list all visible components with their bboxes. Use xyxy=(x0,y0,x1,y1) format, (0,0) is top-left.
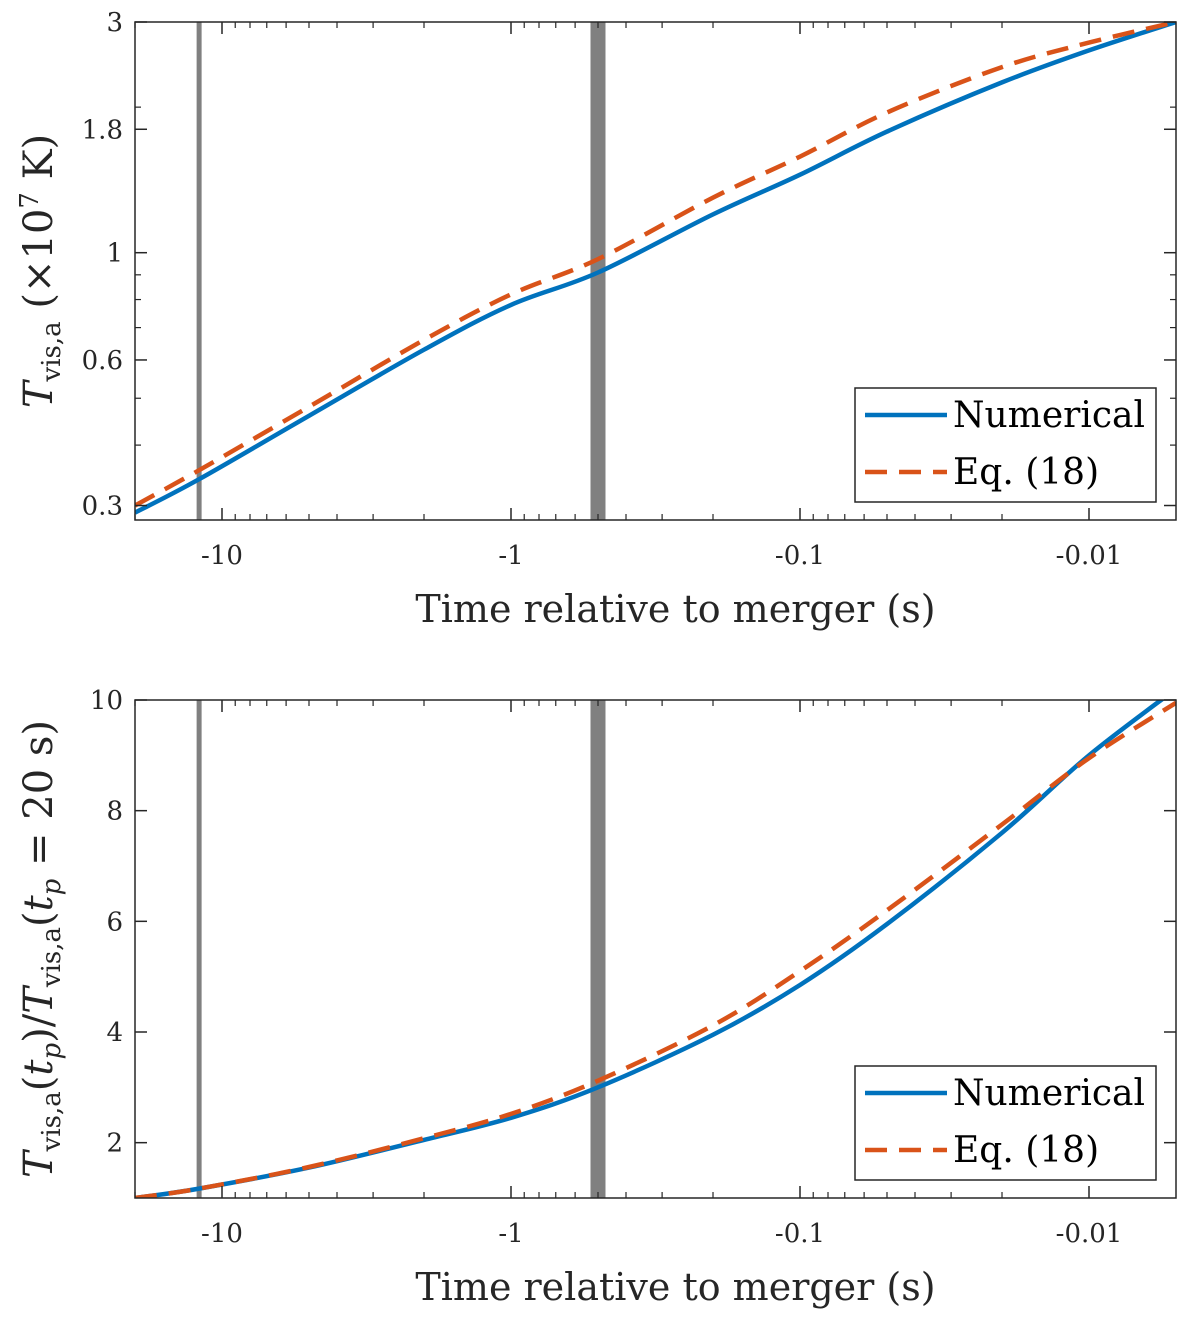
x-tick-label: -10 xyxy=(201,541,243,571)
x-tick-label: -1 xyxy=(498,541,523,571)
y-tick-label: 1 xyxy=(106,239,123,269)
bottom-panel: -10 -1 -0.1 -0.01 2 4 6 8 10 Time relative to mer… xyxy=(16,686,1177,1309)
y-tick-label: 0.6 xyxy=(82,346,123,376)
series-line-eq18 xyxy=(135,22,1176,508)
legend-label-numerical: Numerical xyxy=(953,395,1145,436)
x-tick-label: -0.01 xyxy=(1056,541,1123,571)
x-tick-label: -0.1 xyxy=(775,1219,825,1249)
x-axis-label: Time relative to merger (s) xyxy=(415,1265,935,1309)
legend-box xyxy=(854,1065,1157,1181)
y-tick-label: 2 xyxy=(106,1129,123,1159)
legend: Numerical Eq. (18) xyxy=(854,387,1157,503)
legend: Numerical Eq. (18) xyxy=(854,1065,1157,1181)
axes-box xyxy=(134,21,1177,521)
legend-label-numerical: Numerical xyxy=(953,1073,1145,1114)
legend-label-eq18: Eq. (18) xyxy=(953,1130,1099,1171)
y-tick-label: 8 xyxy=(106,797,123,827)
y-tick-label: 0.3 xyxy=(82,492,123,522)
x-tick-label: -10 xyxy=(201,1219,243,1249)
legend-box xyxy=(854,387,1157,503)
series-line-numerical xyxy=(135,22,1176,515)
legend-label-eq18: Eq. (18) xyxy=(953,452,1099,493)
y-tick-label: 3 xyxy=(106,8,123,38)
top-panel: -10 -1 -0.1 -0.01 0.3 0.6 1 1.8 3 Time relative t… xyxy=(15,8,1177,631)
y-tick-label: 1.8 xyxy=(82,115,123,145)
y-tick-label: 6 xyxy=(106,907,123,937)
y-axis-label: Tvis,a(tp)/Tvis,a(tp = 20 s) xyxy=(16,720,67,1178)
x-tick-label: -0.1 xyxy=(775,541,825,571)
y-tick-label: 10 xyxy=(90,686,123,716)
y-tick-label: 4 xyxy=(106,1018,123,1048)
axes-box xyxy=(134,699,1177,1199)
x-tick-label: -0.01 xyxy=(1056,1219,1123,1249)
x-axis-label: Time relative to merger (s) xyxy=(415,587,935,631)
y-axis-label: Tvis,a (×107 K) xyxy=(15,134,67,408)
x-tick-label: -1 xyxy=(498,1219,523,1249)
series-line-eq18 xyxy=(135,700,1176,1198)
